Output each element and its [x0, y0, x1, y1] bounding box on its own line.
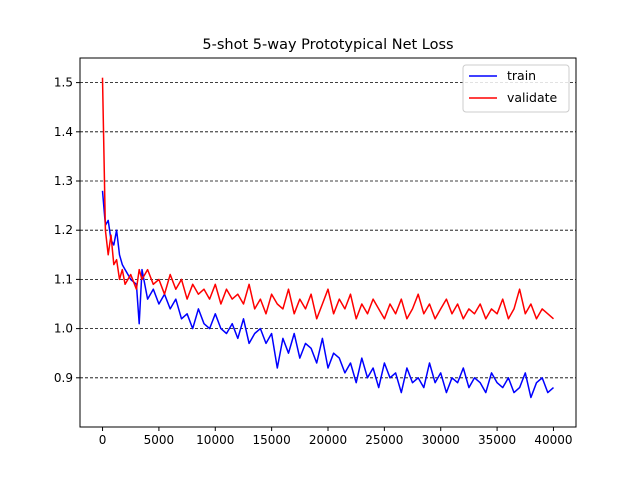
y-tick-label: 1.3: [54, 174, 73, 188]
series-line-validate: [101, 77, 554, 320]
legend-label-train: train: [507, 68, 536, 83]
x-tick-label: 5000: [144, 433, 175, 447]
x-tick-label: 25000: [365, 433, 403, 447]
x-tick-label: 35000: [478, 433, 516, 447]
y-tick-label: 0.9: [54, 371, 73, 385]
x-tick-label: 10000: [196, 433, 234, 447]
y-tick-label: 1.2: [54, 223, 73, 237]
axis-ticks: 0.9 1.0 1.1 1.2 1.3 1.4 1.5 0 5000 10000 15000 2000…: [54, 76, 573, 447]
x-tick-label: 15000: [253, 433, 291, 447]
y-tick-label: 1.4: [54, 125, 73, 139]
x-tick-label: 20000: [309, 433, 347, 447]
y-tick-label: 1.0: [54, 322, 73, 336]
x-tick-label: 0: [99, 433, 107, 447]
grid-lines: [80, 82, 576, 379]
x-tick-label: 40000: [534, 433, 572, 447]
series-lines: [101, 77, 554, 399]
legend: train validate: [462, 64, 570, 113]
legend-label-validate: validate: [507, 90, 557, 105]
y-tick-label: 1.5: [54, 76, 73, 90]
y-tick-label: 1.1: [54, 272, 73, 286]
chart-title: 5-shot 5-way Prototypical Net Loss: [202, 37, 453, 53]
x-tick-label: 30000: [422, 433, 460, 447]
series-line-train: [101, 190, 554, 399]
plot-area-frame: [79, 57, 577, 428]
